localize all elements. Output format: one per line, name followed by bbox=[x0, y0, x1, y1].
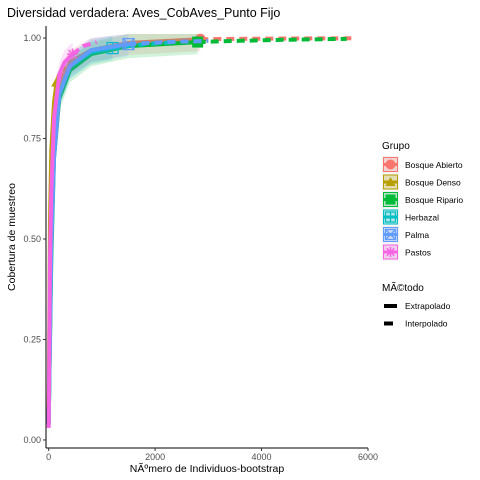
legend-label: Bosque Denso bbox=[405, 178, 461, 188]
series-extrapolated-line bbox=[197, 36, 347, 45]
plot-area bbox=[46, 33, 353, 440]
legend-group-entries: Bosque Abierto Bosque Denso Bosque Ripario… bbox=[382, 156, 463, 261]
legend-item-herbazal: Herbazal bbox=[382, 208, 439, 226]
y-tick-label: 0.50 bbox=[23, 234, 41, 244]
legend-label: Bosque Ripario bbox=[405, 195, 463, 205]
y-axis-title: Cobertura de muestreo bbox=[6, 183, 18, 291]
chart-title: Diversidad verdadera: Aves_CobAves_Punto… bbox=[7, 6, 280, 20]
legend-item-bosque-abierto: Bosque Abierto bbox=[382, 156, 463, 173]
legend-method-extrapolado: Extrapolado bbox=[384, 301, 451, 311]
marker-square-outline bbox=[384, 228, 397, 241]
legend-key-marker bbox=[384, 211, 397, 223]
legend-label: Palma bbox=[405, 230, 429, 240]
legend-method-interpolado: Interpolado bbox=[384, 319, 448, 329]
legend-label: Herbazal bbox=[405, 213, 439, 223]
series-observed-marker bbox=[67, 48, 79, 60]
x-tick-label: 6000 bbox=[358, 452, 378, 462]
marker-star-d2 bbox=[67, 49, 78, 59]
legend-label: Pastos bbox=[405, 248, 431, 258]
marker-square-outline bbox=[122, 37, 135, 51]
series-interpolated-line bbox=[46, 52, 75, 428]
y-tick-label: 0.75 bbox=[23, 134, 41, 144]
legend-key-marker bbox=[385, 247, 396, 257]
legend-item-pastos: Pastos bbox=[382, 243, 431, 261]
y-tick-label: 0.25 bbox=[23, 334, 41, 344]
x-axis-title: NÃºmero de Individuos-bootstrap bbox=[130, 462, 285, 475]
marker-triangle bbox=[385, 177, 396, 186]
y-tick-label: 0.00 bbox=[23, 435, 41, 445]
legend-key-marker bbox=[385, 159, 396, 170]
marker-star-d2 bbox=[386, 247, 395, 257]
marker-x-b bbox=[122, 38, 135, 51]
x-tick-label: 2000 bbox=[145, 452, 165, 462]
legend-item-bosque-denso: Bosque Denso bbox=[382, 173, 461, 191]
legend-group-title: Grupo bbox=[382, 141, 410, 152]
legend-label: Extrapolado bbox=[405, 301, 451, 311]
marker-square bbox=[385, 194, 396, 205]
series-pastos bbox=[46, 40, 98, 440]
series-observed-marker bbox=[122, 37, 135, 51]
x-tick-label: 4000 bbox=[252, 452, 272, 462]
legend-key-marker bbox=[385, 177, 396, 186]
marker-circle bbox=[385, 159, 396, 170]
axes: 0 2000 4000 6000 0.00 0.25 0.50 0.75 1.00 bbox=[23, 26, 378, 462]
legend-method-title: MÃ©todo bbox=[382, 281, 424, 294]
legend-item-palma: Palma bbox=[382, 226, 429, 243]
legend-method-entries: Extrapolado Interpolado bbox=[384, 301, 451, 329]
series-extrapolated-line bbox=[128, 38, 209, 47]
legend-label: Bosque Abierto bbox=[405, 160, 463, 170]
legend-key-marker bbox=[384, 228, 397, 241]
legend-item-bosque-ripario: Bosque Ripario bbox=[382, 191, 463, 208]
marker-x-b bbox=[385, 229, 396, 240]
legend: Grupo MÃ©todo Bosque Abierto Bosque Denso… bbox=[382, 141, 463, 329]
y-tick-label: 1.00 bbox=[23, 33, 41, 43]
legend-label: Interpolado bbox=[405, 319, 448, 329]
x-tick-label: 0 bbox=[46, 452, 51, 462]
legend-key-marker bbox=[385, 194, 396, 205]
